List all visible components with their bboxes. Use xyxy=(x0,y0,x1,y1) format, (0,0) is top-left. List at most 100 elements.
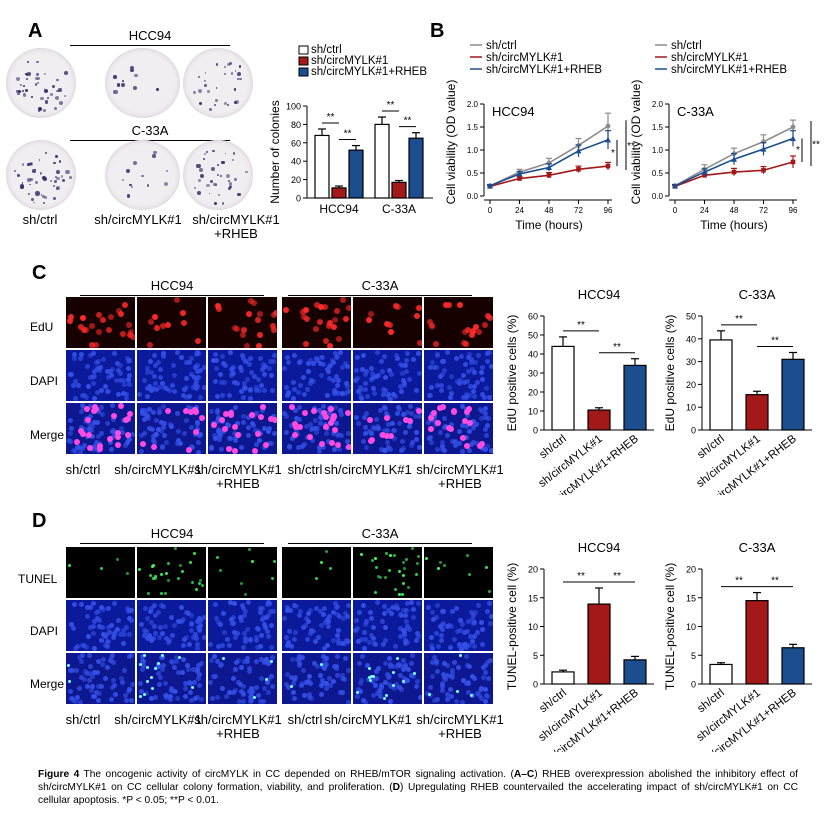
cell-dot xyxy=(271,359,277,365)
colony-dot xyxy=(132,85,138,91)
cell-dot xyxy=(193,365,199,371)
cell-dot xyxy=(392,643,398,649)
cell-dot xyxy=(397,407,403,413)
cell-dot xyxy=(95,419,101,425)
cell-dot xyxy=(184,609,190,615)
merged-cell-dot xyxy=(77,428,84,435)
merged-cell-dot xyxy=(146,680,150,684)
cell-dot xyxy=(362,372,368,378)
cell-dot xyxy=(117,378,123,384)
cell-dot xyxy=(217,622,223,628)
cell-dot xyxy=(179,310,186,317)
cell-dot xyxy=(215,694,221,700)
cell-dot xyxy=(285,639,291,645)
cell-dot xyxy=(449,608,455,614)
cell-dot xyxy=(99,431,104,437)
cell-dot xyxy=(87,671,93,677)
cell-dot xyxy=(68,313,74,320)
cell-dot xyxy=(345,602,351,608)
colony-dot xyxy=(50,180,53,183)
colony-dot xyxy=(37,107,42,112)
cell-dot xyxy=(324,642,330,648)
cell-dot xyxy=(100,606,106,612)
merged-cell-dot xyxy=(322,424,329,431)
legend-label: sh/circMYLK#1 xyxy=(671,52,748,64)
cell-dot xyxy=(175,428,181,434)
y-tick-label: 1.0 xyxy=(652,146,664,155)
cell-dot xyxy=(96,684,102,690)
legend-label: sh/circMYLK#1+RHEB xyxy=(671,64,787,76)
cell-dot xyxy=(459,354,465,360)
cell-dot xyxy=(120,331,127,337)
cell-dot xyxy=(267,600,273,606)
merged-cell-dot xyxy=(127,410,134,417)
cell-dot xyxy=(145,386,151,392)
cell-dot xyxy=(188,698,194,704)
cell-dot xyxy=(120,641,126,647)
cell-dot xyxy=(269,372,275,378)
chart-title: C-33A xyxy=(739,287,776,302)
cell-dot xyxy=(324,655,330,661)
cell-dot xyxy=(254,634,260,640)
cell-dot xyxy=(78,449,84,454)
cell-dot xyxy=(429,359,435,365)
cell-dot xyxy=(208,680,214,686)
cell-dot xyxy=(289,656,295,662)
merged-cell-dot xyxy=(396,657,400,661)
cell-dot xyxy=(214,418,220,424)
cell-dot xyxy=(215,306,222,313)
cell-dot xyxy=(460,372,466,378)
cell-dot xyxy=(299,655,305,661)
merged-cell-dot xyxy=(96,446,103,453)
cell-dot xyxy=(385,439,391,445)
cell-dot xyxy=(353,368,359,374)
colony-dot xyxy=(65,169,70,174)
merged-cell-dot xyxy=(458,654,462,658)
cell-dot xyxy=(129,682,135,688)
cell-dot xyxy=(245,376,251,382)
cell-dot xyxy=(256,626,262,632)
merged-cell-dot xyxy=(464,443,471,450)
merged-cell-dot xyxy=(330,412,337,419)
cell-dot xyxy=(431,697,437,703)
cell-dot xyxy=(378,358,384,364)
micrograph-tunel-2 xyxy=(208,547,277,598)
colony-dot xyxy=(215,87,218,89)
cell-dot xyxy=(424,556,428,560)
cell-dot xyxy=(323,686,329,692)
cell-dot xyxy=(179,619,185,625)
cell-dot xyxy=(108,369,114,375)
cell-dot xyxy=(79,653,85,659)
cell-dot xyxy=(395,605,401,611)
cell-dot xyxy=(87,426,93,432)
cell-dot xyxy=(307,357,313,363)
cell-dot xyxy=(82,677,88,683)
merged-cell-dot xyxy=(249,412,256,419)
colony-dot xyxy=(14,170,16,172)
y-axis-label: Number of colonies xyxy=(268,100,282,203)
x-tick-label: 72 xyxy=(759,206,768,215)
cell-dot xyxy=(184,634,190,640)
cell-dot xyxy=(267,425,273,431)
cell-dot xyxy=(298,682,304,688)
cell-dot xyxy=(161,385,167,391)
cell-dot xyxy=(414,387,420,393)
merged-cell-dot xyxy=(328,405,335,412)
colony-dot xyxy=(35,191,40,196)
cell-dot xyxy=(87,403,93,409)
cell-dot xyxy=(475,690,481,696)
cell-dot xyxy=(151,603,157,609)
cell-dot xyxy=(382,354,387,360)
colony-dot xyxy=(193,91,197,94)
cell-dot xyxy=(320,677,326,683)
cell-dot xyxy=(466,447,472,453)
cell-dot xyxy=(104,643,110,649)
cell-dot xyxy=(370,558,374,562)
cell-dot xyxy=(373,591,377,595)
cell-dot xyxy=(405,601,411,607)
cell-dot xyxy=(463,653,469,659)
caption-d: D xyxy=(392,782,401,793)
y-tick-label: 5 xyxy=(533,651,538,661)
cell-dot xyxy=(404,607,410,613)
cell-dot xyxy=(357,660,363,666)
